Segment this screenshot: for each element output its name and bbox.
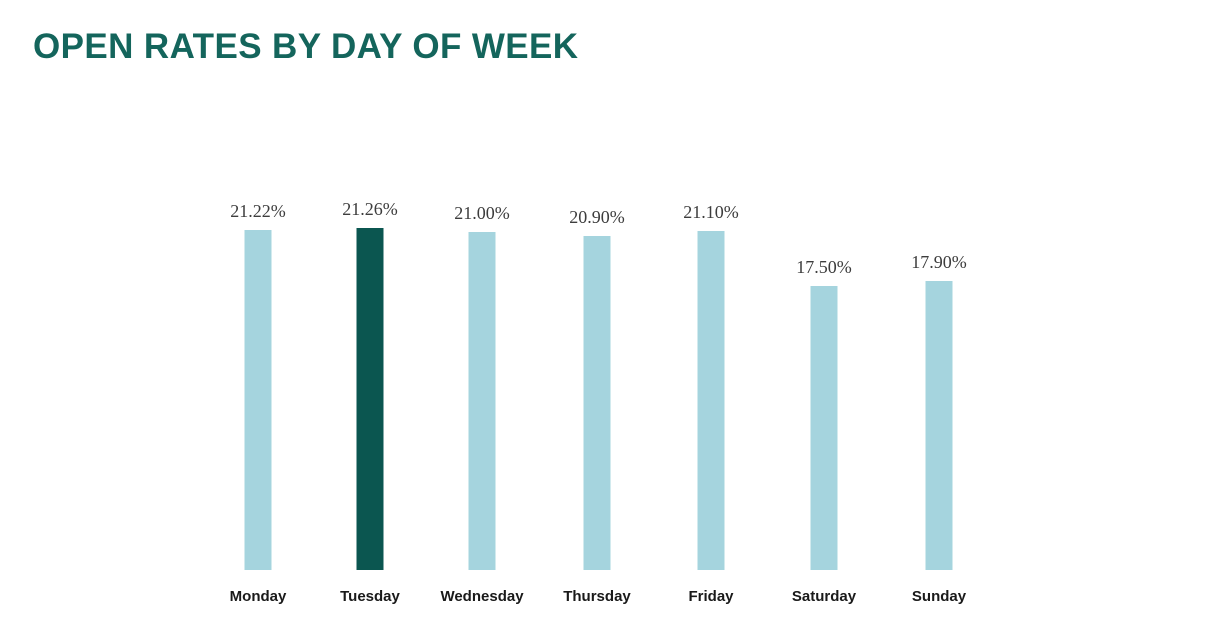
- category-label-monday: Monday: [229, 588, 287, 605]
- category-label-sunday: Sunday: [911, 588, 967, 605]
- bar-group-friday: 21.10% Friday: [641, 170, 781, 605]
- bar-value-label-tuesday: 21.26%: [342, 199, 398, 219]
- bar-slot: 21.10%: [641, 202, 781, 570]
- bar-group-monday: 21.22% Monday: [188, 170, 328, 605]
- bar-value-label-sunday: 17.90%: [911, 252, 967, 272]
- bar-value-label-saturday: 17.50%: [796, 257, 852, 277]
- bar-friday[interactable]: [697, 231, 725, 570]
- bar-monday[interactable]: [244, 230, 272, 570]
- category-label-tuesday: Tuesday: [340, 588, 400, 605]
- bar-group-thursday: 20.90% Thursday: [527, 170, 667, 605]
- category-label-wednesday: Wednesday: [440, 588, 524, 605]
- page-title: OPEN RATES BY DAY OF WEEK: [33, 27, 579, 66]
- bar-value-label-wednesday: 21.00%: [454, 203, 510, 223]
- bar-value-label-thursday: 20.90%: [569, 207, 625, 227]
- bar-value-label-monday: 21.22%: [230, 201, 286, 221]
- bar-group-sunday: 17.90% Sunday: [869, 170, 1009, 605]
- bar-tuesday[interactable]: [356, 228, 384, 570]
- category-label-friday: Friday: [688, 588, 734, 605]
- bar-slot: 17.90%: [869, 225, 1009, 570]
- category-label-thursday: Thursday: [563, 588, 631, 605]
- bar-slot: 21.00%: [412, 203, 552, 570]
- bar-saturday[interactable]: [810, 286, 838, 570]
- bar-slot: 21.22%: [188, 201, 328, 570]
- bar-thursday[interactable]: [583, 236, 611, 570]
- bar-group-tuesday: 21.26% Tuesday: [300, 170, 440, 605]
- bar-wednesday[interactable]: [468, 232, 496, 570]
- bar-slot: 17.50%: [754, 225, 894, 570]
- bar-slot: 20.90%: [527, 207, 667, 570]
- bar-sunday[interactable]: [925, 281, 953, 570]
- bar-group-saturday: 17.50% Saturday: [754, 170, 894, 605]
- bar-value-label-friday: 21.10%: [683, 202, 739, 222]
- bar-slot: 21.26%: [300, 199, 440, 570]
- bar-group-wednesday: 21.00% Wednesday: [412, 170, 552, 605]
- category-label-saturday: Saturday: [791, 588, 857, 605]
